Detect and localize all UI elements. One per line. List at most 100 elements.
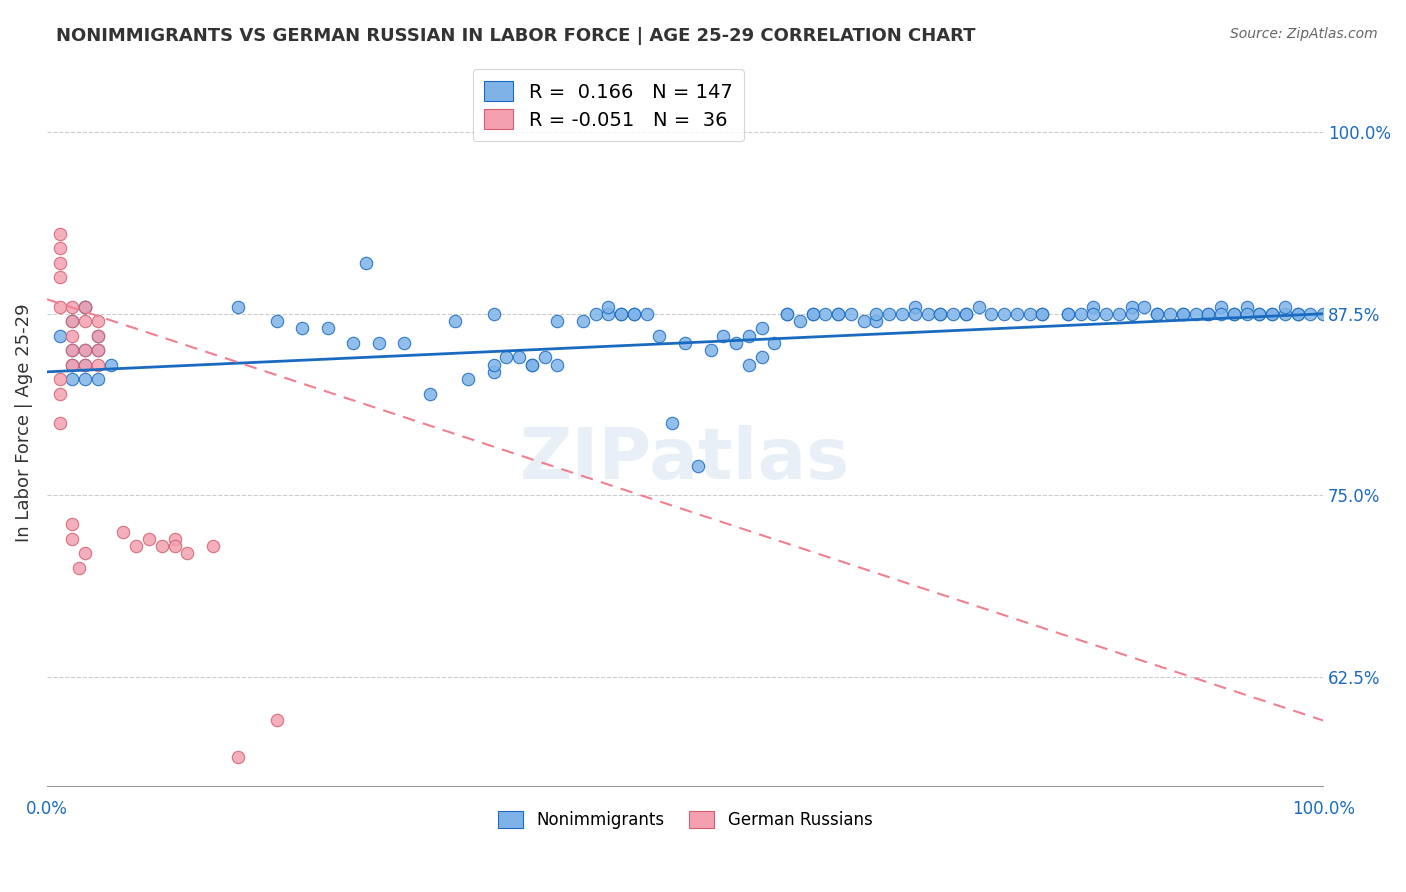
Point — [801, 307, 824, 321]
Point — [1133, 300, 1156, 314]
Point — [725, 335, 748, 350]
Point — [533, 351, 555, 365]
Point — [87, 358, 110, 372]
Point — [546, 358, 568, 372]
Point — [598, 300, 620, 314]
Point — [1018, 307, 1040, 321]
Point — [87, 343, 110, 357]
Point — [1236, 300, 1258, 314]
Point — [942, 307, 965, 321]
Point — [100, 358, 122, 372]
Point — [75, 358, 97, 372]
Point — [598, 307, 620, 321]
Point — [138, 532, 160, 546]
Point — [1083, 307, 1105, 321]
Point — [738, 328, 761, 343]
Point — [1223, 307, 1246, 321]
Point — [751, 321, 773, 335]
Point — [929, 307, 952, 321]
Point — [1286, 307, 1309, 321]
Point — [48, 256, 70, 270]
Point — [75, 300, 97, 314]
Point — [62, 328, 84, 343]
Point — [648, 328, 671, 343]
Point — [572, 314, 595, 328]
Point — [1083, 300, 1105, 314]
Point — [201, 539, 224, 553]
Point — [444, 314, 467, 328]
Point — [228, 300, 250, 314]
Point — [1274, 307, 1296, 321]
Point — [48, 372, 70, 386]
Point — [163, 539, 186, 553]
Point — [1057, 307, 1080, 321]
Point — [1261, 307, 1284, 321]
Point — [686, 459, 709, 474]
Point — [751, 351, 773, 365]
Point — [62, 517, 84, 532]
Point — [87, 328, 110, 343]
Text: Source: ZipAtlas.com: Source: ZipAtlas.com — [1230, 27, 1378, 41]
Point — [87, 372, 110, 386]
Point — [75, 546, 97, 560]
Point — [1286, 307, 1309, 321]
Point — [520, 358, 543, 372]
Point — [1274, 300, 1296, 314]
Point — [1057, 307, 1080, 321]
Point — [48, 241, 70, 255]
Point — [1171, 307, 1194, 321]
Point — [482, 358, 505, 372]
Point — [917, 307, 939, 321]
Point — [482, 365, 505, 379]
Point — [1249, 307, 1271, 321]
Point — [1108, 307, 1130, 321]
Point — [87, 343, 110, 357]
Point — [62, 532, 84, 546]
Point — [814, 307, 837, 321]
Point — [1197, 307, 1219, 321]
Point — [67, 561, 90, 575]
Point — [827, 307, 849, 321]
Point — [993, 307, 1015, 321]
Point — [48, 227, 70, 241]
Point — [75, 300, 97, 314]
Point — [419, 386, 441, 401]
Point — [342, 335, 364, 350]
Point — [520, 358, 543, 372]
Point — [75, 372, 97, 386]
Point — [1031, 307, 1053, 321]
Point — [1121, 300, 1143, 314]
Point — [75, 358, 97, 372]
Point — [176, 546, 198, 560]
Point — [955, 307, 977, 321]
Point — [112, 524, 135, 539]
Point — [1261, 307, 1284, 321]
Point — [508, 351, 530, 365]
Point — [904, 300, 927, 314]
Point — [291, 321, 314, 335]
Point — [877, 307, 900, 321]
Point — [495, 351, 517, 365]
Point — [125, 539, 148, 553]
Point — [1209, 307, 1232, 321]
Point — [75, 314, 97, 328]
Point — [1184, 307, 1206, 321]
Text: ZIPatlas: ZIPatlas — [520, 425, 851, 493]
Y-axis label: In Labor Force | Age 25-29: In Labor Force | Age 25-29 — [15, 303, 32, 542]
Point — [62, 372, 84, 386]
Point — [585, 307, 607, 321]
Point — [48, 328, 70, 343]
Text: 100.0%: 100.0% — [1292, 800, 1354, 818]
Point — [457, 372, 479, 386]
Point — [1249, 307, 1271, 321]
Point — [1159, 307, 1181, 321]
Point — [266, 714, 288, 728]
Text: 0.0%: 0.0% — [25, 800, 67, 818]
Point — [163, 532, 186, 546]
Point — [62, 343, 84, 357]
Point — [1299, 307, 1322, 321]
Point — [62, 300, 84, 314]
Point — [776, 307, 799, 321]
Point — [87, 328, 110, 343]
Point — [316, 321, 339, 335]
